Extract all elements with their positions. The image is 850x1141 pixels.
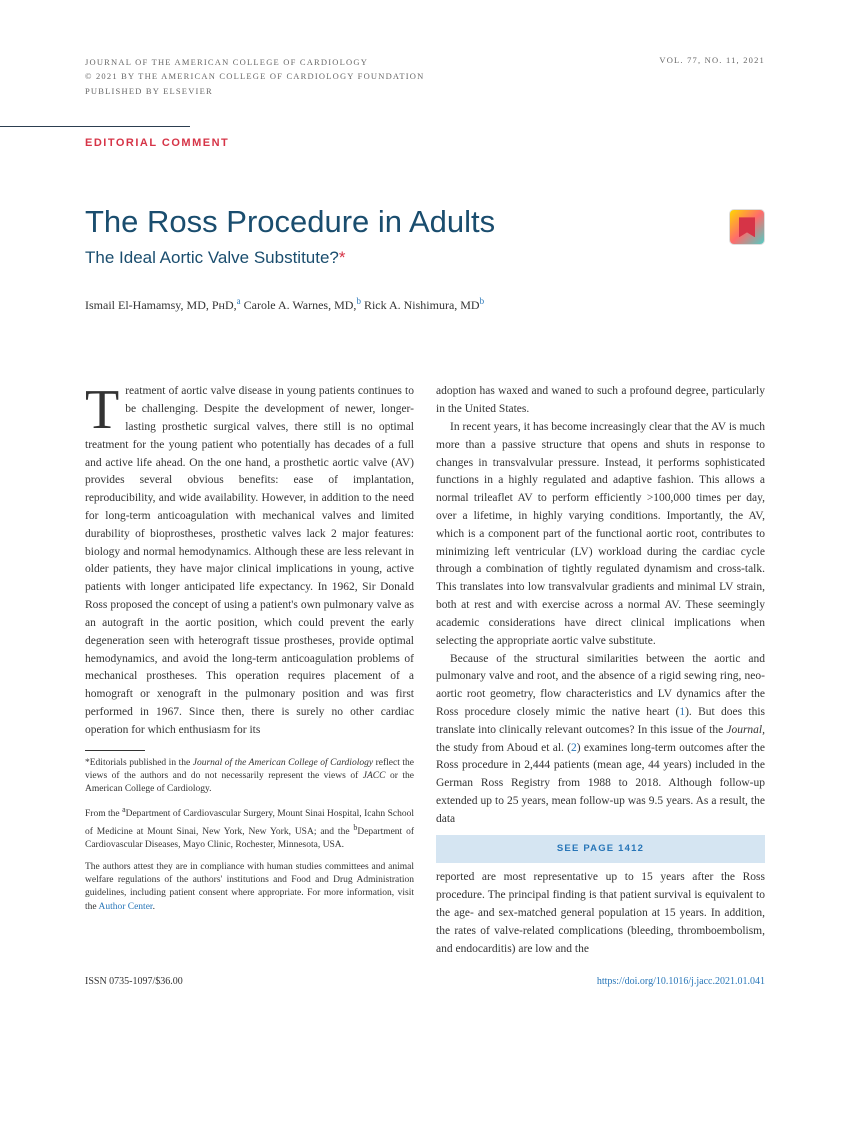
column-right: adoption has waxed and waned to such a p… [436, 383, 765, 958]
copyright-line: © 2021 BY THE AMERICAN COLLEGE OF CARDIO… [85, 69, 424, 83]
footnote-rule [85, 750, 145, 751]
body-paragraph: reported are most representative up to 1… [436, 869, 765, 958]
volume-info: VOL. 77, NO. 11, 2021 [659, 55, 765, 65]
column-left: Treatment of aortic valve disease in you… [85, 383, 414, 958]
editorial-label: EDITORIAL COMMENT [85, 137, 765, 149]
issn-text: ISSN 0735-1097/$36.00 [85, 976, 183, 987]
author-list: Ismail El-Hamamsy, MD, PʜD,a Carole A. W… [85, 296, 765, 313]
section-rule [0, 126, 190, 127]
body-paragraph: adoption has waxed and waned to such a p… [436, 383, 765, 419]
article-subtitle: The Ideal Aortic Valve Substitute?* [85, 248, 765, 268]
body-columns: Treatment of aortic valve disease in you… [85, 383, 765, 958]
publisher-line: PUBLISHED BY ELSEVIER [85, 84, 424, 98]
footnote-affiliation: From the aDepartment of Cardiovascular S… [85, 804, 414, 852]
body-paragraph: In recent years, it has become increasin… [436, 419, 765, 651]
body-paragraph: Treatment of aortic valve disease in you… [85, 383, 414, 739]
see-page-callout[interactable]: SEE PAGE 1412 [436, 835, 765, 864]
footnote-compliance: The authors attest they are in complianc… [85, 861, 414, 914]
bookmark-icon[interactable] [729, 209, 765, 245]
doi-link[interactable]: https://doi.org/10.1016/j.jacc.2021.01.0… [597, 976, 765, 987]
page-footer: ISSN 0735-1097/$36.00 https://doi.org/10… [85, 976, 765, 987]
subtitle-asterisk: * [339, 248, 346, 267]
journal-name: JOURNAL OF THE AMERICAN COLLEGE OF CARDI… [85, 55, 424, 69]
subtitle-text: The Ideal Aortic Valve Substitute? [85, 248, 339, 267]
footnote-editorial: *Editorials published in the Journal of … [85, 757, 414, 797]
body-paragraph: Because of the structural similarities b… [436, 651, 765, 829]
article-title: The Ross Procedure in Adults [85, 204, 765, 240]
journal-header: JOURNAL OF THE AMERICAN COLLEGE OF CARDI… [85, 55, 765, 98]
